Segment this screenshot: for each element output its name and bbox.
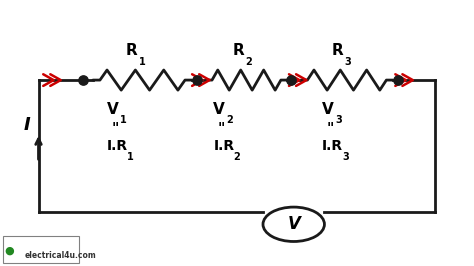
Bar	[3, 236, 79, 263]
Text: 2: 2	[227, 115, 233, 125]
Text: 3: 3	[345, 57, 352, 66]
Circle shape	[263, 207, 324, 242]
Text: I.R: I.R	[213, 139, 235, 153]
Text: ": "	[327, 121, 334, 135]
Text: 3: 3	[335, 115, 342, 125]
Text: I.R: I.R	[107, 139, 128, 153]
Text: V: V	[322, 102, 334, 117]
Point	[80, 78, 87, 82]
Text: R: R	[126, 43, 137, 59]
Text: ": "	[218, 121, 226, 135]
Point	[193, 78, 201, 82]
Text: 2: 2	[246, 57, 252, 66]
Text: I.R: I.R	[322, 139, 343, 153]
Text: R: R	[331, 43, 343, 59]
Point	[288, 78, 295, 82]
Text: electrical4u.com: electrical4u.com	[24, 251, 96, 260]
Text: V: V	[213, 102, 225, 117]
Text: R: R	[232, 43, 244, 59]
Text: ": "	[112, 121, 119, 135]
Text: 3: 3	[342, 152, 349, 162]
Text: V: V	[107, 102, 119, 117]
Text: I: I	[23, 116, 30, 134]
Text: V: V	[287, 215, 300, 233]
Point	[394, 78, 401, 82]
Text: ●: ●	[4, 246, 14, 256]
Text: 2: 2	[233, 152, 240, 162]
Text: 1: 1	[120, 115, 127, 125]
Text: 1: 1	[139, 57, 146, 66]
Text: 1: 1	[127, 152, 134, 162]
